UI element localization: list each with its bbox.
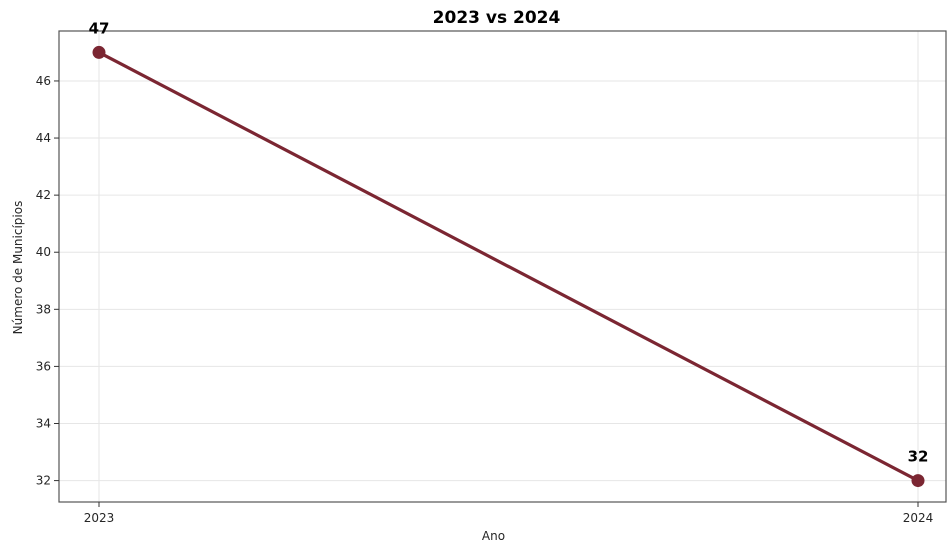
- series-line: [97, 50, 920, 483]
- plot-area-frame: [58, 30, 947, 503]
- data-point-marker: [92, 45, 106, 59]
- y-tick-label: 42: [36, 188, 51, 202]
- y-tick-label: 46: [36, 74, 51, 88]
- y-tick-label: 34: [36, 417, 51, 431]
- x-axis-label: Ano: [482, 529, 505, 543]
- y-tick-label: 40: [36, 245, 51, 259]
- x-axis-ticks: 2023 2024: [84, 502, 934, 525]
- y-axis-label: Número de Municípios: [11, 201, 25, 335]
- data-label: 32: [908, 448, 929, 466]
- data-label: 47: [89, 19, 110, 37]
- data-point-marker: [911, 474, 925, 488]
- grid: [59, 31, 946, 502]
- series: [92, 45, 925, 488]
- y-tick-label: 36: [36, 359, 51, 373]
- data-labels: 47 32: [89, 19, 929, 465]
- y-tick-label: 32: [36, 474, 51, 488]
- x-tick-label: 2024: [903, 511, 934, 525]
- chart-title: 2023 vs 2024: [433, 8, 561, 28]
- y-tick-label: 44: [36, 131, 51, 145]
- x-tick-label: 2023: [84, 511, 115, 525]
- y-tick-label: 38: [36, 302, 51, 316]
- y-axis-ticks: 32 34 36 38 40 42 44 46: [36, 74, 59, 488]
